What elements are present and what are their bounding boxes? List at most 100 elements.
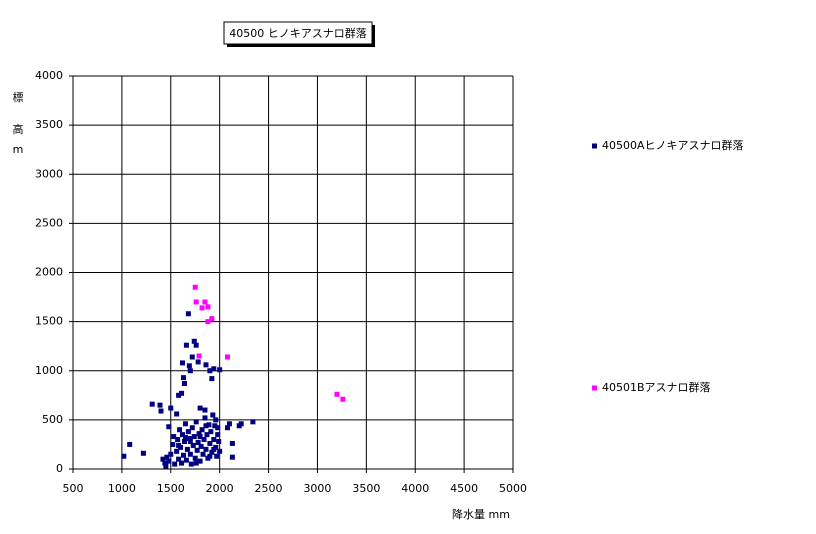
point [192,455,198,461]
point [176,442,182,448]
point [208,429,214,435]
point [188,461,194,467]
point [189,425,195,431]
y-tick-label: 4000 [35,69,63,82]
y-axis-label: m [13,143,24,156]
point [191,338,197,344]
point [209,376,215,382]
point [180,375,186,381]
point [193,299,199,305]
point [174,411,180,417]
point [204,432,210,438]
title-box [223,21,373,45]
point [199,427,205,433]
point [198,443,204,449]
point [172,461,178,467]
point [216,438,222,444]
point [175,437,181,443]
point [121,453,127,459]
point [224,425,230,431]
point [238,421,244,427]
point [149,401,155,407]
legend-marker [592,143,597,149]
point [171,434,177,440]
point [196,353,202,359]
point [209,316,215,322]
point [215,425,221,431]
point [202,407,208,413]
point [180,360,186,366]
point [197,458,203,464]
point [180,452,186,458]
point [202,415,208,421]
point [194,447,200,453]
chart-title: 40500 ヒノキアスナロ群落 [229,26,367,40]
point [217,448,223,454]
x-tick-label: 1000 [108,482,136,495]
point [207,440,213,446]
point [179,390,185,396]
point [214,453,220,459]
x-tick-label: 4500 [450,482,478,495]
point [191,434,197,440]
point [127,441,133,447]
x-tick-label: 3000 [303,482,331,495]
point [174,448,180,454]
point [209,449,215,455]
point [176,456,182,462]
legend-label: 40500Aヒノキアスナロ群落 [602,138,744,152]
point [193,342,199,348]
point [207,453,213,459]
point [162,460,168,466]
y-axis-label: 高 [13,122,24,136]
point [203,362,209,368]
y-tick-label: 0 [56,462,63,475]
point [177,427,183,433]
y-tick-label: 1500 [35,315,63,328]
point [197,405,203,411]
point [205,304,211,310]
point [168,405,174,411]
point [195,439,201,445]
point [199,305,205,311]
point [187,438,193,444]
point [183,457,189,463]
point [200,451,206,457]
point [250,419,256,425]
point [224,354,230,360]
point [183,342,189,348]
point [190,442,196,448]
point [211,366,217,372]
point [195,359,201,365]
x-tick-label: 3500 [352,482,380,495]
point [166,424,172,430]
point [179,460,185,466]
point [217,367,223,373]
point [210,412,216,418]
point [340,396,346,402]
point [182,421,188,427]
y-tick-label: 3000 [35,167,63,180]
legend-label: 40501Bアスナロ群落 [602,380,711,394]
point [193,460,199,466]
legend-marker [592,385,597,391]
point [212,423,218,429]
point [163,463,169,469]
point [334,391,340,397]
x-tick-label: 4000 [401,482,429,495]
x-tick-label: 5000 [499,482,527,495]
y-tick-label: 1000 [35,364,63,377]
point [170,441,176,447]
y-tick-label: 2000 [35,266,63,279]
y-tick-label: 3500 [35,118,63,131]
point [211,446,217,452]
point [202,299,208,305]
y-tick-label: 2500 [35,216,63,229]
point [186,363,192,369]
point [181,438,187,444]
point [203,446,209,452]
x-axis-label: 降水量 mm [452,507,510,521]
point [187,368,193,374]
x-tick-label: 1500 [157,482,185,495]
point [157,402,163,408]
